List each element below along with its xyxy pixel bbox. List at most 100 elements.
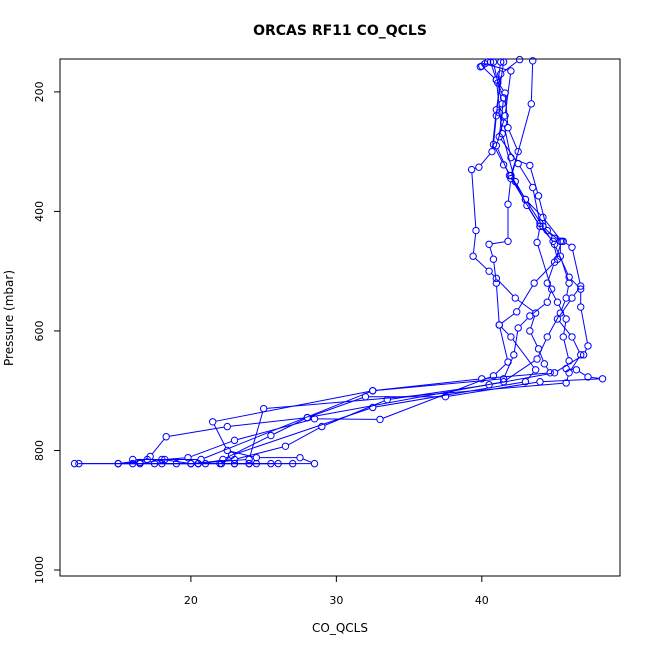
data-point: [531, 366, 540, 374]
data-point: [553, 315, 562, 323]
data-point: [488, 147, 496, 156]
data-point: [501, 112, 509, 120]
data-point: [485, 267, 493, 275]
series-segment: [471, 172, 477, 228]
data-point: [534, 192, 543, 200]
data-point: [562, 315, 570, 323]
data-point: [252, 453, 261, 462]
series-segment: [530, 63, 534, 101]
data-point: [495, 321, 503, 329]
series-segment: [230, 417, 305, 427]
series-segment: [513, 331, 519, 352]
series-segment: [504, 96, 509, 125]
data-point: [467, 165, 476, 174]
data-point: [543, 333, 551, 341]
series-segment: [375, 381, 523, 408]
series-segment: [234, 408, 370, 455]
data-point: [492, 141, 501, 150]
series-segment: [563, 339, 569, 358]
data-point: [259, 404, 268, 413]
data-point: [510, 351, 518, 359]
series-8: [70, 58, 562, 468]
series-segment: [544, 219, 561, 240]
series-segment: [151, 438, 165, 455]
series-segment: [169, 426, 225, 437]
series-segment: [499, 327, 508, 360]
data-point: [562, 294, 570, 302]
series-segment: [496, 83, 503, 131]
data-point: [227, 451, 236, 459]
data-point: [568, 294, 576, 302]
series-segment: [213, 424, 227, 448]
series-segment: [548, 315, 560, 335]
data-point: [475, 163, 483, 171]
data-point: [158, 455, 166, 464]
data-point: [504, 237, 512, 245]
data-point: [483, 58, 492, 66]
data-point: [521, 378, 530, 386]
series-segment: [591, 376, 600, 379]
series-segment: [507, 181, 512, 202]
series-segment: [517, 299, 534, 312]
series-segment: [203, 391, 370, 459]
data-point: [547, 285, 556, 293]
data-point: [530, 279, 538, 287]
series-segment: [559, 321, 571, 335]
data-point: [533, 355, 541, 363]
data-point: [553, 255, 562, 263]
data-point: [559, 237, 567, 245]
data-point: [529, 183, 537, 192]
data-point: [289, 459, 297, 468]
series-7: [129, 58, 585, 468]
data-point: [556, 309, 565, 317]
data-point: [559, 333, 567, 341]
data-point: [184, 453, 192, 462]
series-segment: [511, 178, 526, 203]
data-point: [129, 455, 137, 464]
series-segment: [317, 418, 377, 420]
series-segment: [541, 228, 552, 240]
data-point: [369, 387, 377, 395]
data-point: [310, 415, 319, 423]
series-segment: [511, 154, 518, 173]
series-segment: [501, 313, 515, 324]
series-segment: [512, 339, 535, 368]
data-point: [549, 237, 557, 245]
x-axis: 20 30 40: [184, 576, 489, 607]
series-segment: [549, 232, 559, 240]
series-segment: [492, 372, 552, 385]
series-segment: [500, 115, 503, 121]
y-tick-label: 200: [33, 81, 46, 102]
data-point: [501, 89, 509, 97]
series-6: [114, 60, 556, 468]
data-point: [472, 226, 480, 235]
x-tick-label: 30: [329, 594, 343, 607]
series-segment: [495, 363, 507, 374]
data-point: [492, 279, 501, 287]
data-point: [209, 418, 217, 426]
series-segment: [572, 339, 580, 353]
series-segment: [491, 112, 497, 149]
data-point: [469, 252, 477, 260]
series-segment: [573, 288, 580, 296]
series-segment: [288, 427, 320, 446]
data-point: [223, 422, 231, 431]
series-segment: [266, 382, 564, 409]
series-segment: [558, 300, 571, 317]
series-segment: [527, 371, 534, 380]
series-2: [129, 58, 592, 468]
x-tick-label: 20: [184, 594, 198, 607]
series-segment: [237, 446, 283, 460]
data-point: [486, 58, 495, 66]
series-segment: [475, 258, 488, 270]
data-point: [245, 455, 253, 464]
series-segment: [121, 459, 145, 464]
data-point: [533, 238, 541, 247]
data-point: [579, 351, 588, 359]
data-point: [568, 243, 576, 251]
series-segment: [497, 82, 504, 91]
series-segment: [530, 315, 536, 329]
data-point: [296, 453, 304, 462]
series-4: [158, 58, 573, 468]
data-point: [162, 433, 170, 441]
